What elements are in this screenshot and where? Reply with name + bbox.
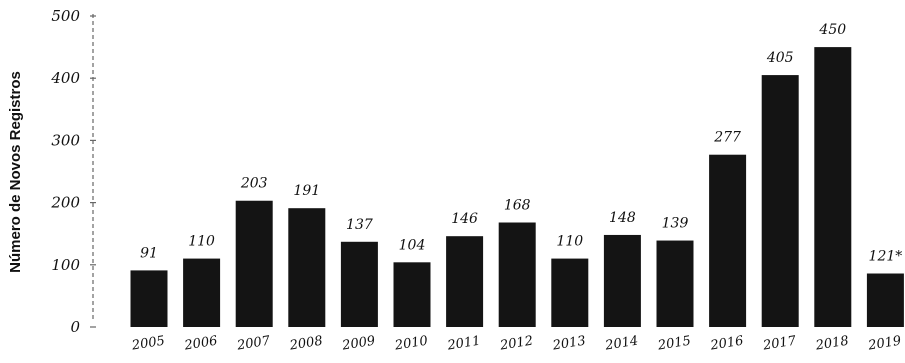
bar <box>761 75 799 327</box>
bar <box>603 234 641 327</box>
data-label: 104 <box>399 237 426 253</box>
data-label: 110 <box>188 234 215 250</box>
y-tick-label: 200 <box>50 194 80 212</box>
x-tick-label: 2008 <box>288 334 324 354</box>
bar <box>498 222 536 327</box>
x-tick-label: 2019 <box>866 334 902 354</box>
bar <box>130 270 168 327</box>
x-tick-label: 2015 <box>656 334 692 354</box>
y-axis-ticks: 0 100 200 300 400 500 <box>50 7 96 336</box>
x-tick-label: 2007 <box>235 333 272 353</box>
data-label: 146 <box>451 211 478 227</box>
x-tick-label: 2017 <box>761 333 798 353</box>
data-label: 139 <box>662 216 689 232</box>
bar <box>393 262 431 327</box>
bar <box>709 154 747 327</box>
x-tick-label: 2013 <box>551 334 587 354</box>
y-tick-label: 300 <box>51 131 80 149</box>
data-label: 137 <box>346 217 373 233</box>
data-label: 121* <box>869 249 903 265</box>
data-label: 168 <box>504 198 531 214</box>
x-tick-label: 2010 <box>393 334 429 354</box>
x-tick-label: 2012 <box>498 334 534 354</box>
x-tick-label: 2009 <box>340 334 376 354</box>
data-label: 450 <box>818 22 846 38</box>
data-label: 203 <box>240 176 268 192</box>
bar <box>814 47 852 327</box>
x-axis-labels: 2005 2006 2007 2008 2009 2010 2011 2012 2013 2014… <box>130 333 902 353</box>
data-label: 91 <box>140 245 158 261</box>
bar <box>656 240 694 327</box>
bars-group <box>130 47 904 327</box>
y-tick-label: 400 <box>50 69 80 87</box>
data-label: 277 <box>713 130 741 146</box>
y-axis-title: Número de Novos Registros <box>7 71 24 273</box>
x-tick-label: 2006 <box>183 334 219 354</box>
bar <box>340 241 378 327</box>
y-tick-label: 100 <box>51 256 80 274</box>
data-label: 191 <box>293 183 320 199</box>
y-tick-label: 500 <box>51 7 80 25</box>
y-tick-label: 0 <box>70 318 80 336</box>
data-labels-group: 91 110 203 191 137 104 146 168 110 148 139 277 405 45… <box>140 22 902 264</box>
bar <box>866 273 904 327</box>
data-label: 110 <box>556 234 583 250</box>
bar <box>235 200 273 327</box>
data-label: 405 <box>766 50 794 66</box>
x-tick-label: 2016 <box>709 334 745 354</box>
x-tick-label: 2011 <box>446 334 482 354</box>
data-label: 148 <box>609 210 636 226</box>
bar <box>446 236 484 327</box>
x-tick-label: 2014 <box>603 334 639 354</box>
bar <box>288 208 326 327</box>
x-tick-label: 2005 <box>130 334 166 354</box>
bar <box>183 258 221 327</box>
x-tick-label: 2018 <box>814 334 850 354</box>
bar <box>551 258 589 327</box>
